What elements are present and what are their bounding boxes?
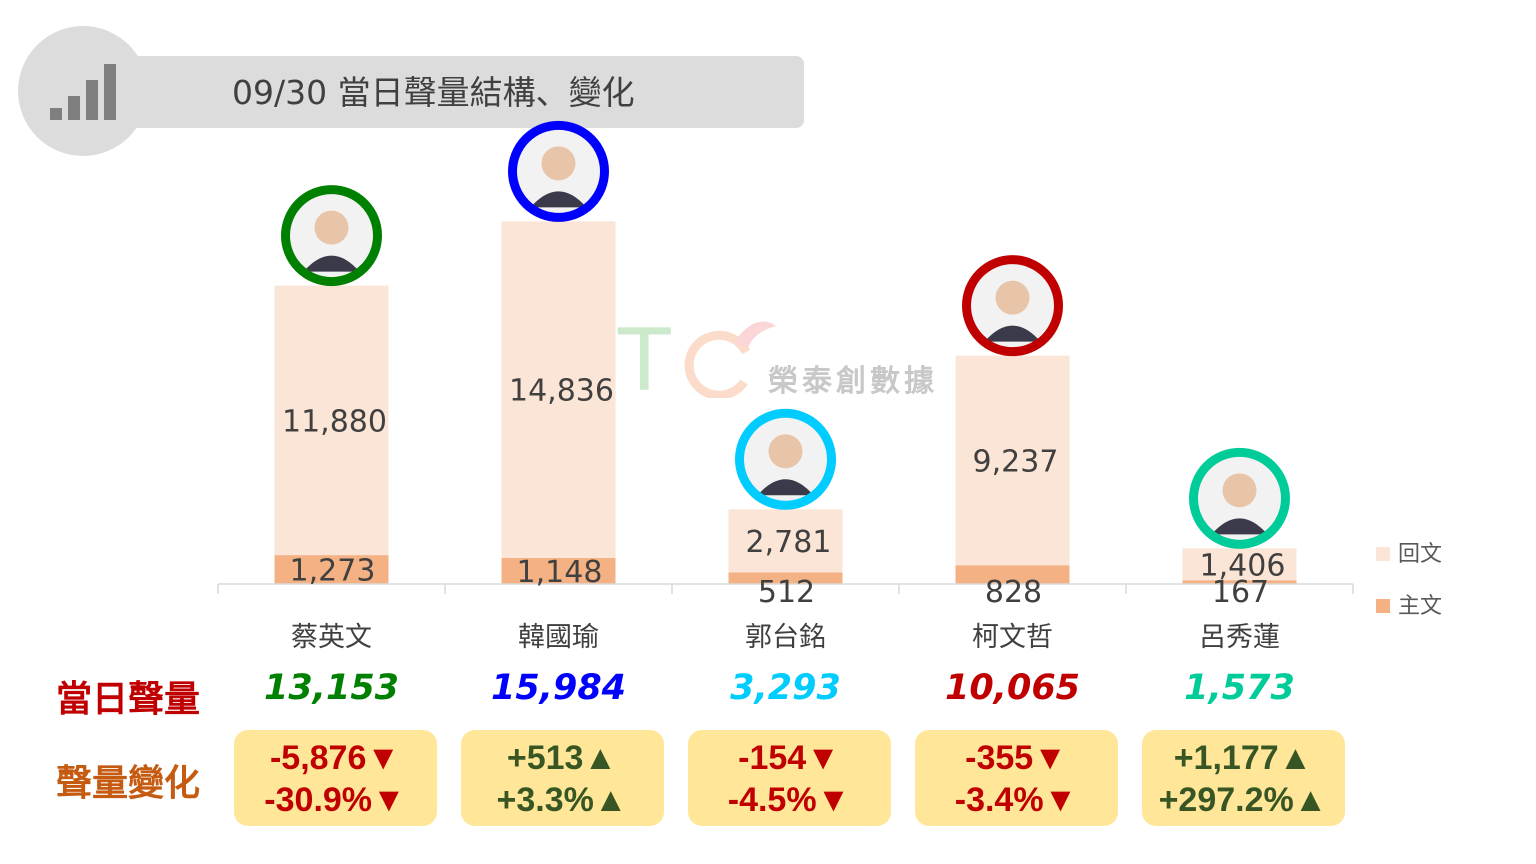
change-box: -5,876▼ -30.9%▼ bbox=[233, 730, 437, 826]
data-label-reply-post: 1,406 bbox=[1200, 548, 1286, 583]
total-value: 13,153 bbox=[263, 668, 400, 708]
watermark-text: 榮泰創數據 bbox=[768, 364, 938, 399]
data-label-main-post: 167 bbox=[1212, 575, 1269, 610]
change-absolute: -355▼ bbox=[965, 739, 1067, 777]
bar-reply-post bbox=[955, 355, 1070, 566]
legend-swatch bbox=[1376, 599, 1390, 613]
row-label-volume-change: 聲量變化 bbox=[56, 763, 201, 804]
page-title: 09/30 當日聲量結構、變化 bbox=[232, 73, 635, 112]
candidate-avatar bbox=[735, 408, 836, 510]
x-tick-label: 郭台銘 bbox=[745, 622, 826, 653]
bar-main-post bbox=[728, 572, 843, 584]
data-label-main-post: 1,273 bbox=[290, 554, 376, 589]
data-label-main-post: 1,148 bbox=[517, 555, 603, 590]
change-box: +513▲ +3.3%▲ bbox=[460, 730, 664, 826]
x-tick-label: 韓國瑜 bbox=[518, 622, 599, 653]
bar-main-post bbox=[955, 565, 1070, 584]
total-value: 3,293 bbox=[730, 668, 841, 708]
legend-label: 回文 bbox=[1398, 542, 1442, 567]
change-absolute: -154▼ bbox=[738, 739, 840, 777]
data-label-reply-post: 14,836 bbox=[509, 374, 614, 409]
data-label-main-post: 828 bbox=[985, 575, 1042, 610]
change-percent: -3.4%▼ bbox=[954, 781, 1078, 819]
legend-swatch bbox=[1376, 547, 1390, 561]
change-percent: +3.3%▲ bbox=[496, 781, 628, 819]
bar-chart-icon bbox=[50, 64, 116, 120]
change-box: -355▼ -3.4%▼ bbox=[914, 730, 1118, 826]
candidate-avatar bbox=[508, 120, 609, 222]
legend-label: 主文 bbox=[1398, 594, 1442, 619]
data-label-reply-post: 9,237 bbox=[973, 444, 1059, 479]
candidate-avatar bbox=[1189, 447, 1290, 549]
data-label-reply-post: 11,880 bbox=[282, 404, 387, 439]
x-tick-label: 呂秀蓮 bbox=[1199, 622, 1280, 653]
total-value: 1,573 bbox=[1184, 668, 1295, 708]
x-tick-label: 柯文哲 bbox=[972, 622, 1053, 653]
data-label-reply-post: 2,781 bbox=[746, 525, 832, 560]
watermark-logo: T bbox=[617, 312, 776, 398]
change-box: -154▼ -4.5%▼ bbox=[687, 730, 891, 826]
change-absolute: +1,177▲ bbox=[1173, 739, 1313, 777]
title-banner bbox=[78, 56, 804, 128]
change-percent: -30.9%▼ bbox=[264, 781, 406, 819]
change-absolute: +513▲ bbox=[506, 739, 618, 777]
change-box: +1,177▲ +297.2%▲ bbox=[1141, 730, 1345, 826]
bar-main-post bbox=[501, 557, 616, 584]
row-label-daily-volume: 當日聲量 bbox=[56, 679, 201, 720]
data-label-main-post: 512 bbox=[758, 575, 815, 610]
candidate-avatar bbox=[962, 255, 1063, 357]
bar-reply-post bbox=[728, 509, 843, 573]
bar-reply-post bbox=[501, 221, 616, 558]
bar-reply-post bbox=[274, 285, 389, 556]
bar-main-post bbox=[1182, 580, 1297, 584]
change-percent: +297.2%▲ bbox=[1158, 781, 1328, 819]
change-percent: -4.5%▼ bbox=[727, 781, 851, 819]
svg-text:T: T bbox=[617, 312, 671, 398]
bar-main-post bbox=[274, 555, 389, 584]
total-value: 10,065 bbox=[944, 668, 1081, 708]
total-value: 15,984 bbox=[490, 668, 627, 708]
x-tick-label: 蔡英文 bbox=[291, 622, 372, 653]
candidate-avatar bbox=[281, 185, 382, 287]
bar-reply-post bbox=[1182, 548, 1297, 581]
title-icon-badge bbox=[18, 26, 148, 156]
change-absolute: -5,876▼ bbox=[269, 739, 401, 777]
